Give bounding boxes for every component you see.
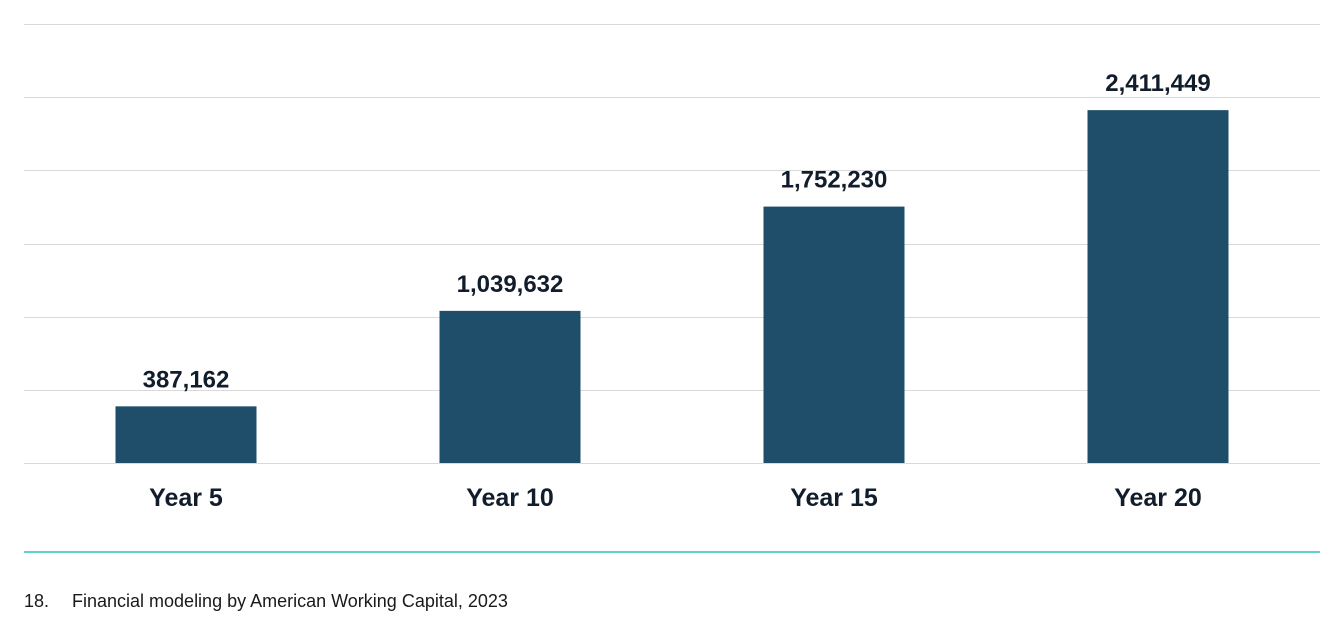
footnote-number: 18. xyxy=(24,591,50,611)
bar-year-15 xyxy=(763,206,905,464)
footer-divider xyxy=(24,551,1320,553)
bar-year-20 xyxy=(1087,110,1229,463)
data-label: 1,752,230 xyxy=(781,167,888,194)
footnote-text: Financial modeling by American Working C… xyxy=(72,591,508,611)
bar-year-10 xyxy=(439,310,581,463)
bar-chart: 387,162 Year 5 1,039,632 Year 10 1,752,230 Ye… xyxy=(24,24,1320,512)
data-label: 1,039,632 xyxy=(457,271,564,298)
data-label: 387,162 xyxy=(143,366,230,393)
data-label: 2,411,449 xyxy=(1105,70,1210,97)
category-label: Year 5 xyxy=(149,484,223,512)
category-label: Year 20 xyxy=(1114,484,1202,512)
category-label: Year 15 xyxy=(790,484,878,512)
bar-year-5 xyxy=(115,406,257,463)
category-label: Year 10 xyxy=(466,484,554,512)
footnote: 18. Financial modeling by American Workin… xyxy=(24,591,508,612)
